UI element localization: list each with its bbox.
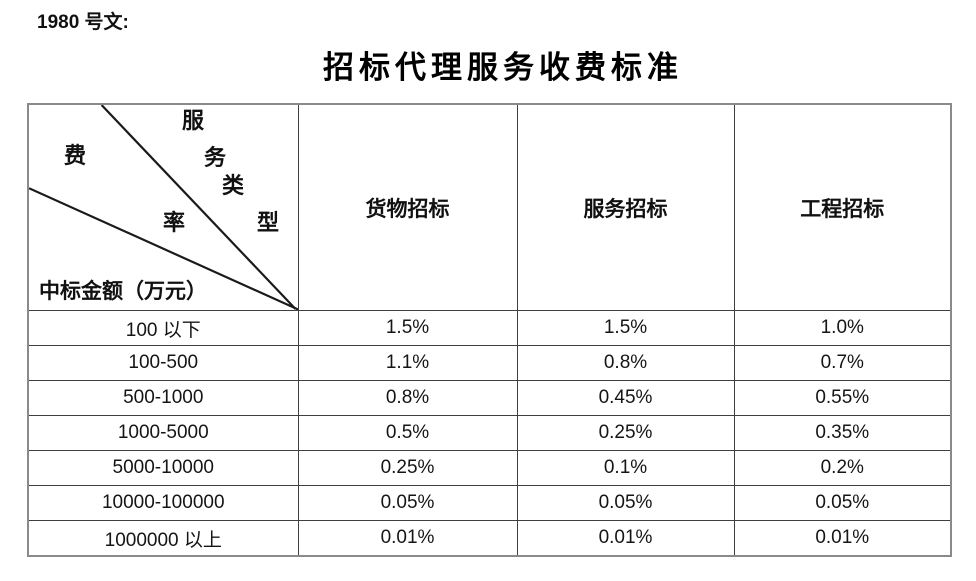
row-label: 5000-10000: [27, 450, 299, 486]
table-row: 10000-100000 0.05% 0.05% 0.05%: [27, 485, 952, 521]
service-type-char: 服: [182, 108, 205, 133]
table-row: 100 以下 1.5% 1.5% 1.0%: [27, 310, 952, 346]
fee-cell: 0.25%: [516, 415, 735, 451]
service-type-char: 型: [257, 210, 280, 235]
fee-cell: 0.8%: [516, 345, 735, 381]
table-row: 5000-10000 0.25% 0.1% 0.2%: [27, 450, 952, 486]
column-header-goods: 货物招标: [297, 103, 518, 311]
column-header-engineering: 工程招标: [733, 103, 952, 311]
table-header-row: 服 务 类 型 费 率 中标金额（万元） 货物招标 服务招标 工程招标: [27, 103, 952, 311]
row-label: 1000000 以上: [27, 520, 299, 557]
fee-cell: 0.05%: [733, 485, 952, 521]
row-label: 100 以下: [27, 310, 299, 346]
fee-cell: 0.01%: [297, 520, 518, 557]
table-row: 500-1000 0.8% 0.45% 0.55%: [27, 380, 952, 416]
fee-cell: 0.5%: [297, 415, 518, 451]
fee-table: 服 务 类 型 费 率 中标金额（万元） 货物招标 服务招标 工程招标 100 …: [27, 103, 952, 557]
corner-cell: 服 务 类 型 费 率 中标金额（万元）: [27, 103, 299, 311]
doc-ref: 1980 号文:: [37, 12, 129, 33]
service-type-char: 务: [204, 145, 227, 170]
table-row: 1000000 以上 0.01% 0.01% 0.01%: [27, 520, 952, 557]
diagonal-line-lower: [29, 187, 297, 310]
fee-cell: 1.0%: [733, 310, 952, 346]
table-row: 100-500 1.1% 0.8% 0.7%: [27, 345, 952, 381]
column-header-services: 服务招标: [516, 103, 735, 311]
fee-cell: 0.35%: [733, 415, 952, 451]
page-title: 招标代理服务收费标准: [323, 50, 683, 85]
table-row: 1000-5000 0.5% 0.25% 0.35%: [27, 415, 952, 451]
fee-cell: 0.1%: [516, 450, 735, 486]
fee-cell: 0.25%: [297, 450, 518, 486]
fee-cell: 0.01%: [516, 520, 735, 557]
fee-cell: 0.8%: [297, 380, 518, 416]
row-label: 100-500: [27, 345, 299, 381]
fee-cell: 0.2%: [733, 450, 952, 486]
service-type-char: 类: [222, 173, 245, 198]
fee-cell: 0.05%: [516, 485, 735, 521]
fee-cell: 0.05%: [297, 485, 518, 521]
fee-cell: 1.1%: [297, 345, 518, 381]
fee-cell: 0.7%: [733, 345, 952, 381]
fee-char: 费: [64, 143, 87, 168]
row-label: 10000-100000: [27, 485, 299, 521]
fee-cell: 1.5%: [297, 310, 518, 346]
row-label: 500-1000: [27, 380, 299, 416]
diagonal-line-upper: [100, 105, 297, 310]
amount-axis-label: 中标金额（万元）: [39, 279, 207, 303]
fee-cell: 0.45%: [516, 380, 735, 416]
fee-cell: 0.55%: [733, 380, 952, 416]
rate-char: 率: [163, 210, 186, 235]
fee-cell: 0.01%: [733, 520, 952, 557]
row-label: 1000-5000: [27, 415, 299, 451]
diagonal-lines-graphic: [29, 105, 297, 310]
fee-cell: 1.5%: [516, 310, 735, 346]
